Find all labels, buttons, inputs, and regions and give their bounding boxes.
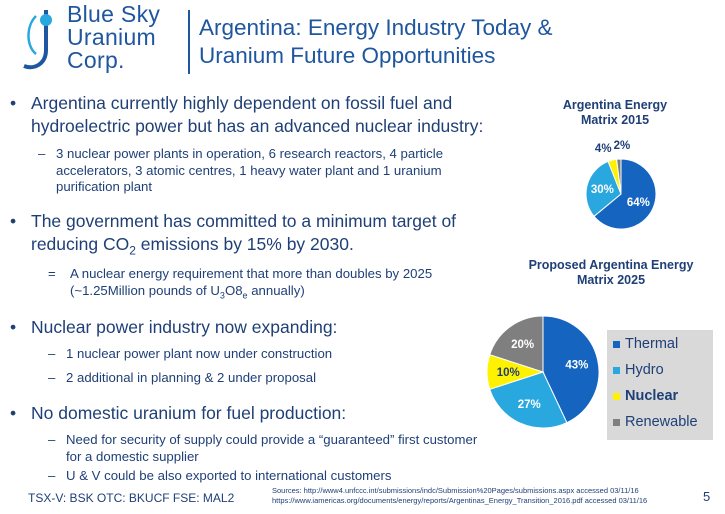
sub-bullet-text: accelerators, 3 atomic centres, 1 heavy …: [56, 162, 442, 178]
sub-bullet-text: 3 nuclear power plants in operation, 6 r…: [56, 146, 444, 161]
page-title: Argentina: Energy Industry Today & Urani…: [199, 14, 719, 70]
sub-bullet-text: A nuclear energy requirement that more t…: [70, 266, 433, 281]
bullet-text: Nuclear power industry now expanding:: [31, 317, 338, 337]
logo-line-1: Blue Sky: [67, 1, 161, 27]
company-logo-text: Blue Sky Uranium Corp.: [67, 3, 160, 72]
sub-bullet-marker: =: [48, 266, 56, 281]
legend-swatch: [613, 393, 620, 400]
chart-title-line: Proposed Argentina Energy: [528, 258, 694, 272]
legend-swatch: [613, 419, 620, 426]
pie-label-nuclear: 10%: [497, 367, 520, 379]
sub-bullet-dash: –: [48, 468, 56, 483]
legend-swatch: [613, 341, 620, 348]
pie-slice-hydro: [585, 160, 622, 218]
subscript: 3: [219, 290, 225, 301]
pie-chart-2015: 64% 30% 4% 2%: [585, 140, 657, 230]
bullet-text: No domestic uranium for fuel production:: [31, 403, 347, 423]
sub-bullet-text-u3o8: (~1.25Million pounds of U3O8e annually): [70, 283, 510, 304]
footer-sources: Sources: http://www4.unfccc.int/submissi…: [272, 486, 647, 506]
pie-slice-thermal: [593, 158, 657, 230]
sub-bullet-text: purification plant: [56, 179, 153, 194]
sub-bullet-text: 1 nuclear power plant now under construc…: [66, 346, 333, 361]
pie-slice-renewable: [616, 158, 622, 195]
subscript: e: [242, 290, 248, 301]
chart-2015-title: Argentina Energy Matrix 2015: [540, 98, 690, 128]
logo-line-3: Corp.: [67, 47, 125, 73]
pie-label-hydro: 27%: [518, 399, 541, 411]
sub-bullet-text: Need for security of supply could provid…: [66, 432, 478, 447]
pie-slice-thermal: [542, 315, 600, 424]
pie-chart-2025: 43% 27% 10% 20%: [486, 315, 600, 429]
text-run: emissions by 15% by 2030.: [135, 234, 354, 254]
source-line: https://www.iamericas.org/documents/ener…: [272, 496, 648, 505]
legend-swatch: [613, 367, 620, 374]
bullet-dot: •: [10, 211, 17, 231]
bullet-dot: •: [10, 403, 17, 423]
bullet-text-co2: reducing CO2 emissions by 15% by 2030.: [31, 233, 516, 263]
subscript: 2: [129, 243, 136, 258]
chart-title-line: Matrix 2015: [580, 113, 650, 127]
sub-bullet-text: U & V could be also exported to internat…: [66, 468, 392, 483]
sub-bullet-text: 2 additional in planning & 2 under propo…: [66, 370, 317, 385]
pie-slice-hydro: [489, 371, 568, 429]
sub-bullet-dash: –: [48, 432, 56, 447]
logo-line-2: Uranium: [67, 24, 157, 50]
pie-label-hydro: 30%: [591, 184, 614, 196]
sub-bullet-text: for a domestic supplier: [66, 448, 199, 464]
sub-bullet-dash: –: [48, 370, 56, 385]
bullet-text: The government has committed to a minimu…: [31, 211, 457, 231]
legend-label: Thermal: [625, 336, 679, 352]
pie-label-renewable: 2%: [614, 140, 631, 152]
text-run: (~1.25Million pounds of U: [70, 282, 220, 298]
header-divider: [188, 10, 190, 74]
pie-label-thermal: 64%: [627, 197, 650, 209]
pie-slice-renewable: [489, 315, 544, 373]
sub-bullet-dash: –: [38, 146, 46, 161]
chart-legend: Thermal Hydro Nuclear Renewable: [607, 330, 713, 440]
bullet-text: hydroelectric power but has an advanced …: [31, 116, 484, 136]
chart-2025-title: Proposed Argentina Energy Matrix 2025: [500, 258, 722, 288]
pie-label-nuclear: 4%: [595, 143, 612, 155]
text-run: annually): [247, 282, 305, 298]
chart-title-line: Argentina Energy: [562, 98, 668, 112]
chart-title-line: Matrix 2025: [576, 273, 646, 287]
text-run: O8: [224, 282, 243, 298]
page-number: 5: [703, 489, 711, 504]
source-line: Sources: http://www4.unfccc.int/submissi…: [272, 486, 639, 495]
title-line-2: Uranium Future Opportunities: [199, 43, 496, 68]
pie-label-thermal: 43%: [565, 359, 588, 371]
logo-mark-icon: [23, 10, 52, 70]
bullet-dot: •: [10, 317, 17, 337]
legend-label: Renewable: [625, 414, 698, 430]
sub-bullet-dash: –: [48, 346, 56, 361]
footer-tickers: TSX-V: BSK OTC: BKUCF FSE: MAL2: [28, 491, 235, 505]
bullet-text: Argentina currently highly dependent on …: [31, 93, 453, 113]
title-line-1: Argentina: Energy Industry Today &: [199, 15, 553, 40]
text-run: reducing CO: [31, 234, 130, 254]
legend-label: Hydro: [625, 362, 664, 378]
pie-label-renewable: 20%: [511, 339, 534, 351]
legend-label: Nuclear: [625, 388, 679, 404]
bullet-dot: •: [10, 93, 17, 113]
